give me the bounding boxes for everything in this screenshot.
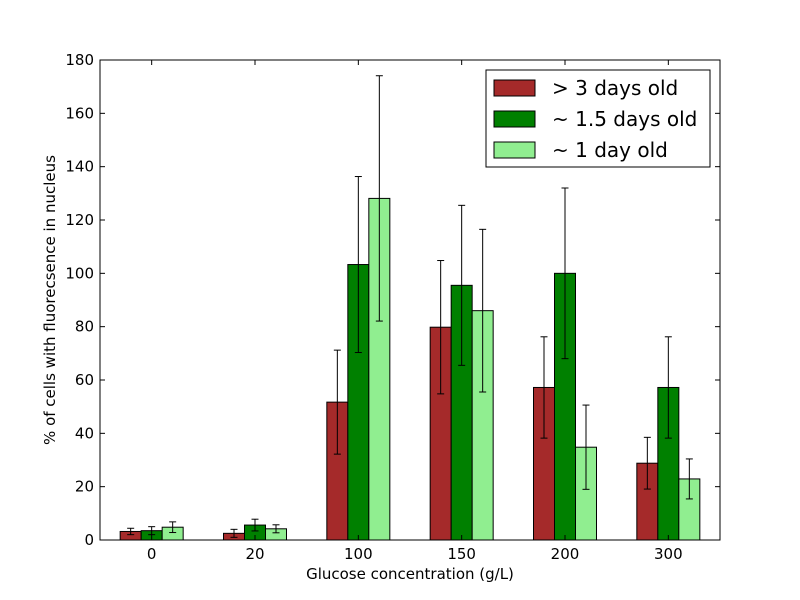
y-tick-label: 80	[75, 318, 94, 336]
legend-swatch	[493, 110, 536, 128]
x-tick-label: 300	[654, 545, 683, 563]
legend-label: ~ 1 day old	[552, 138, 668, 162]
y-tick-label: 160	[65, 104, 94, 122]
y-tick-label: 60	[75, 371, 94, 389]
legend-swatch	[493, 79, 536, 97]
x-tick-label: 200	[551, 545, 580, 563]
legend-label: ~ 1.5 days old	[552, 107, 697, 131]
bars-layer	[119, 197, 701, 541]
x-tick-label: 100	[344, 545, 373, 563]
plot-frame	[99, 59, 721, 541]
x-tick-label: 150	[447, 545, 476, 563]
y-tick-label: 0	[84, 531, 94, 549]
x-tick-label: 20	[245, 545, 264, 563]
x-axis-label: Glucose concentration (g/L)	[306, 565, 514, 583]
x-tick-label: 0	[147, 545, 157, 563]
legend: > 3 days old ~ 1.5 days old ~ 1 day old	[485, 69, 711, 168]
y-axis-label: % of cells with fluorecsence in nucleus	[41, 155, 59, 445]
error-bars-layer	[127, 75, 693, 538]
y-tick-label: 40	[75, 424, 94, 442]
y-tick-label: 100	[65, 264, 94, 282]
legend-label: > 3 days old	[552, 76, 678, 100]
y-tick-label: 20	[75, 478, 94, 496]
y-tick-label: 180	[65, 51, 94, 69]
y-tick-label: 140	[65, 158, 94, 176]
ticks-layer: 0 20 40 60 80 100 120 140 160 180 0 20 100 150 200 300	[65, 51, 720, 563]
legend-swatch	[493, 141, 536, 159]
y-tick-label: 120	[65, 211, 94, 229]
